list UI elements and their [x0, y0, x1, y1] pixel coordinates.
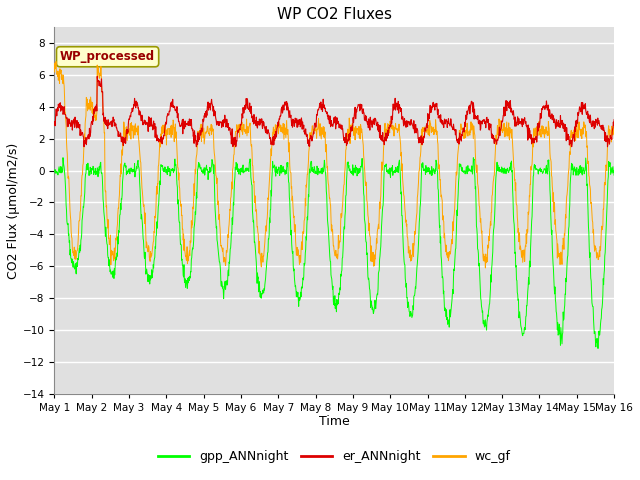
X-axis label: Time: Time [319, 415, 349, 429]
Legend: gpp_ANNnight, er_ANNnight, wc_gf: gpp_ANNnight, er_ANNnight, wc_gf [153, 445, 516, 468]
Y-axis label: CO2 Flux (μmol/m2/s): CO2 Flux (μmol/m2/s) [7, 142, 20, 278]
Title: WP CO2 Fluxes: WP CO2 Fluxes [276, 7, 392, 22]
Text: WP_processed: WP_processed [60, 50, 155, 63]
